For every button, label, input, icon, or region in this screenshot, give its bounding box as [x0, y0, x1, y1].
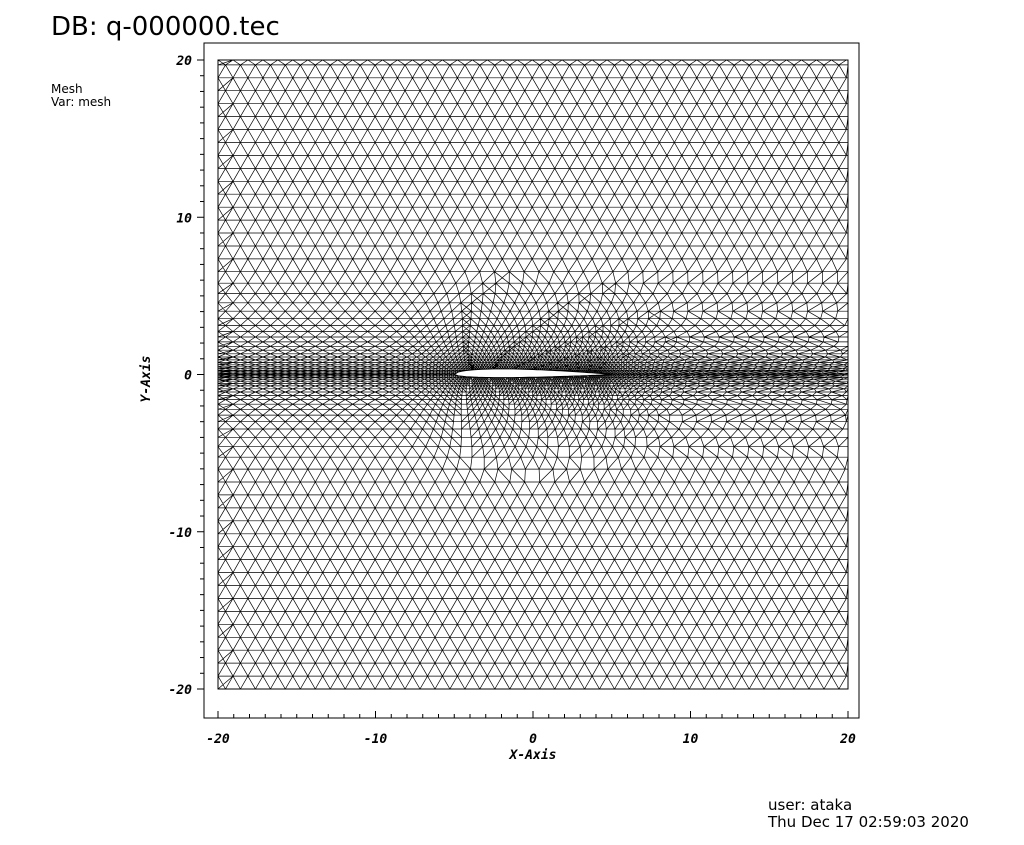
- variable-label: Var: mesh: [51, 95, 112, 109]
- y-tick-label: 20: [175, 54, 192, 69]
- x-tick-label: 0: [529, 732, 537, 747]
- x-tick-label: 20: [839, 732, 856, 747]
- y-tick-label: -20: [169, 683, 193, 698]
- mesh-boundary: [217, 59, 849, 690]
- y-tick-label: 0: [184, 369, 192, 384]
- x-tick-label: 10: [683, 732, 699, 747]
- x-tick-label: -20: [206, 732, 230, 747]
- timestamp-label: Thu Dec 17 02:59:03 2020: [768, 813, 969, 831]
- x-axis-title: X-Axis: [509, 748, 557, 763]
- plot-frame: [203, 42, 860, 719]
- x-tick-label: -10: [364, 732, 388, 747]
- y-axis-title: Y-Axis: [139, 356, 154, 403]
- y-tick-label: -10: [169, 526, 193, 541]
- database-title: DB: q-000000.tec: [51, 12, 280, 42]
- mesh-layer: [217, 59, 849, 690]
- y-tick-label: 10: [176, 211, 192, 226]
- airfoil-hole: [453, 368, 613, 379]
- plot-type-label: Mesh: [51, 82, 83, 96]
- axis-layer: -20 -10 0 10 20 -20 -10 0 10 20: [169, 54, 856, 747]
- user-label: user: ataka: [768, 796, 853, 814]
